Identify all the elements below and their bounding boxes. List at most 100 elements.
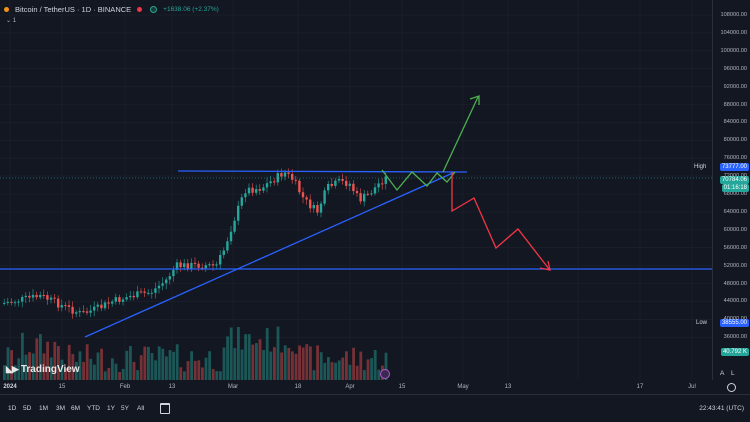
volume-bar xyxy=(49,357,53,380)
price-label: 48000.00 xyxy=(723,280,747,287)
timeframe-1m-button[interactable]: 1M xyxy=(39,405,49,412)
volume-bar xyxy=(31,353,35,380)
log-scale-button[interactable]: L xyxy=(731,370,735,377)
candle-body xyxy=(168,276,171,280)
drawing-tool-icon[interactable] xyxy=(380,369,390,379)
candle-body xyxy=(366,193,369,195)
volume-bar xyxy=(348,364,352,380)
candle-body xyxy=(301,192,305,198)
price-label: 64000.00 xyxy=(723,208,747,215)
volume-bar xyxy=(132,361,136,380)
volume-bar xyxy=(28,352,31,380)
candle-body xyxy=(64,305,67,307)
volume-bar xyxy=(89,358,93,380)
candle-body xyxy=(96,304,99,307)
timeframe-all-button[interactable]: All xyxy=(137,405,145,412)
candle-body xyxy=(226,241,229,251)
volume-bar xyxy=(147,346,150,380)
volume-bar xyxy=(121,368,125,380)
timeframe-1d-button[interactable]: 1D xyxy=(8,405,17,412)
volume-bar xyxy=(222,347,226,380)
bullish-breakout-arrow xyxy=(442,96,479,173)
date-label: 17 xyxy=(636,384,644,390)
candle-body xyxy=(251,187,254,193)
price-label: 96000.00 xyxy=(723,65,747,72)
market-status-icon xyxy=(137,6,143,12)
volume-bar xyxy=(75,361,78,380)
date-label: Mar xyxy=(227,384,239,390)
candle-body xyxy=(197,263,200,268)
candle-body xyxy=(337,179,341,181)
volume-bar xyxy=(136,370,139,380)
price-change: +1638.06 (+2.37%) xyxy=(163,5,219,13)
candle-body xyxy=(129,295,132,298)
volume-bar xyxy=(219,371,222,380)
date-label: Feb xyxy=(119,384,131,390)
candle-body xyxy=(287,172,290,174)
time-axis[interactable]: 2024 15 Feb 13 Mar 18 Apr 15 May 13 17 Jul xyxy=(0,380,712,394)
price-label: 100000.00 xyxy=(720,47,747,54)
candle-body xyxy=(75,312,78,314)
candle-body xyxy=(355,191,359,194)
price-chart[interactable] xyxy=(0,0,712,380)
volume-bar xyxy=(42,353,46,380)
volume-bar xyxy=(247,334,251,380)
volume-bar xyxy=(294,353,298,380)
candle-body xyxy=(125,297,128,300)
candle-body xyxy=(233,220,236,232)
auto-scale-button[interactable]: A xyxy=(720,370,725,377)
price-axis[interactable]: 108000.00 104000.00 100000.00 96000.00 92000… xyxy=(712,0,750,380)
price-label: 36000.00 xyxy=(723,334,747,341)
volume-bar xyxy=(179,367,183,380)
price-label: 60000.00 xyxy=(723,226,747,233)
date-label: May xyxy=(457,384,469,390)
high-label: High xyxy=(694,164,707,170)
symbol-title[interactable]: Bitcoin / TetherUS · 1D · BINANCE xyxy=(15,4,132,14)
candle-body xyxy=(229,231,233,242)
volume-bar xyxy=(78,351,82,380)
timeframe-5y-button[interactable]: 5Y xyxy=(121,405,129,412)
volume-bar xyxy=(337,360,341,380)
timeframe-6m-button[interactable]: 6M xyxy=(71,405,81,412)
date-label: 2024 xyxy=(3,384,17,390)
candle-body xyxy=(348,183,351,186)
candle-body xyxy=(269,181,272,184)
volume-bar xyxy=(13,365,17,380)
candle-body xyxy=(21,297,24,302)
timeframe-3m-button[interactable]: 3M xyxy=(56,405,66,412)
volume-bar xyxy=(316,345,319,380)
candle-body xyxy=(190,262,193,270)
gear-icon[interactable] xyxy=(727,383,736,392)
price-label: 84000.00 xyxy=(723,119,747,126)
candle-body xyxy=(183,263,186,268)
timeframe-ytd-button[interactable]: YTD xyxy=(87,405,100,412)
candle-body xyxy=(330,183,333,186)
timeframe-5d-button[interactable]: 5D xyxy=(23,405,32,412)
volume-bar xyxy=(96,352,100,380)
tradingview-mark-icon: ◣▶ xyxy=(6,364,19,374)
volume-bar xyxy=(172,351,175,380)
date-label: Apr xyxy=(345,384,355,390)
candle-body xyxy=(280,173,283,177)
timeframe-1y-button[interactable]: 1Y xyxy=(107,405,115,412)
volume-bar xyxy=(327,357,330,380)
volume-bar xyxy=(305,344,309,380)
candle-body xyxy=(373,187,377,194)
volume-bar xyxy=(237,326,240,380)
indicator-count: 1 xyxy=(12,18,17,24)
indicator-toggle[interactable]: ⌄ 1 xyxy=(6,18,17,24)
current-price-tag: 70784.06 xyxy=(719,176,749,184)
candle-body xyxy=(247,187,251,194)
clock[interactable]: 22:43:41 (UTC) xyxy=(699,405,744,412)
candle-body xyxy=(363,193,366,202)
low-label: Low xyxy=(696,320,708,326)
candle-body xyxy=(150,292,153,294)
candle-body xyxy=(103,302,107,309)
calendar-icon[interactable] xyxy=(160,403,170,414)
volume-bar xyxy=(291,351,294,380)
candle-body xyxy=(24,295,27,298)
volume-bar xyxy=(129,345,132,380)
price-label: 104000.00 xyxy=(720,29,747,36)
volume-bar xyxy=(143,346,147,380)
volume-bar xyxy=(35,338,39,380)
